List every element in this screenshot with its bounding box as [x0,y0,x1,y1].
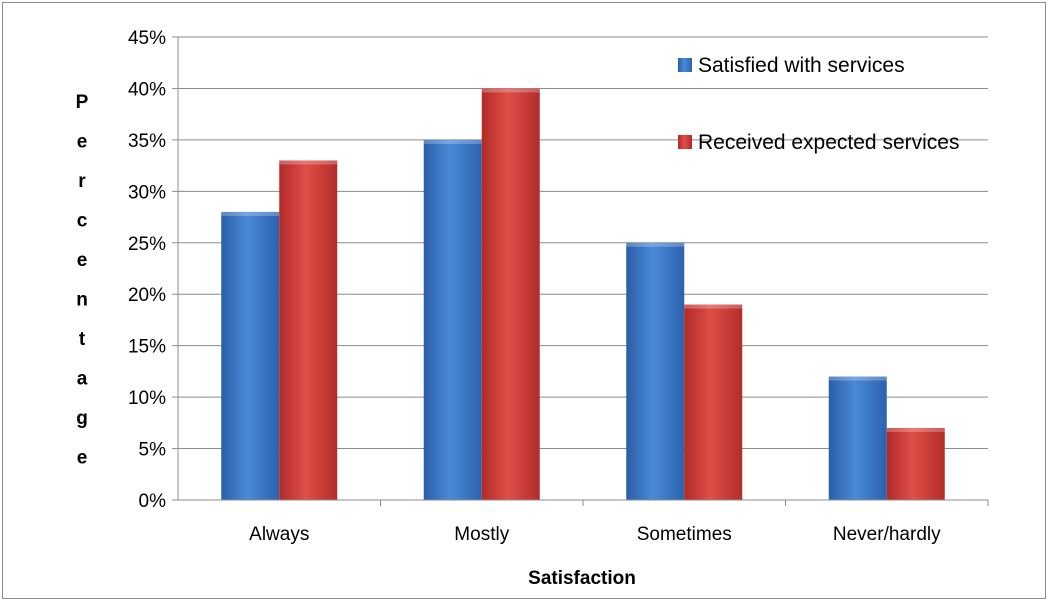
bar-satisfied-mostly [423,139,482,500]
legend-swatch-satisfied [678,58,692,72]
y-tick-label: 25% [128,234,166,255]
y-axis-title-letter: e [77,250,88,271]
x-tick-label: Always [249,524,309,545]
bar-top-highlight [279,160,338,165]
y-tick-label: 45% [128,28,166,49]
y-axis-title-letter: c [77,211,88,232]
legend-item-satisfied: Satisfied with services [678,54,905,77]
x-tick-label: Sometimes [637,524,732,545]
bar-top-highlight [886,427,945,432]
y-axis-title-letter: n [76,290,88,311]
bar-top-highlight [828,376,887,381]
bar-received-always [279,160,338,500]
legend-item-received: Received expected services [678,131,959,154]
bar-received-sometimes [684,304,743,500]
x-axis-title: Satisfaction [528,568,636,589]
bar-top-highlight [423,139,482,144]
bar-top-highlight [221,211,280,216]
bar-received-never-hardly [886,427,945,500]
x-tick-label: Mostly [454,524,509,545]
y-tick-label: 0% [139,491,167,512]
bar-top-highlight [684,304,743,309]
y-axis-title-letter: r [78,171,86,192]
y-axis-title-letter: t [79,329,86,350]
bar-top-highlight [626,242,685,247]
y-tick-label: 30% [128,182,166,203]
legend: Satisfied with services Received expecte… [678,54,959,154]
y-tick-label: 40% [128,79,166,100]
y-axis-title-letter: a [77,369,88,390]
y-axis-title-letter: e [77,448,88,469]
legend-label-satisfied: Satisfied with services [698,54,905,77]
bar-satisfied-never-hardly [828,376,887,500]
bar-received-mostly [481,88,540,500]
y-tick-label: 10% [128,388,166,409]
axes [177,37,989,506]
legend-swatch-received [678,135,692,149]
y-tick-labels: 0% 5% 10% 15% 20% 25% 30% 35% 40% 45% [128,28,166,512]
bars [221,88,945,500]
y-tick-label: 5% [139,440,167,461]
y-axis-title-letter: e [77,132,88,153]
y-tick-label: 20% [128,285,166,306]
legend-label-received: Received expected services [698,131,959,154]
y-axis-title-letter: g [76,408,88,429]
y-axis-title-letter: P [76,92,89,113]
bar-satisfied-sometimes [626,242,685,500]
x-tick-labels: Always Mostly Sometimes Never/hardly [249,524,941,545]
bar-satisfied-always [221,211,280,500]
x-tick-label: Never/hardly [833,524,941,545]
y-tick-label: 35% [128,131,166,152]
bar-top-highlight [481,88,540,93]
y-tick-label: 15% [128,337,166,358]
